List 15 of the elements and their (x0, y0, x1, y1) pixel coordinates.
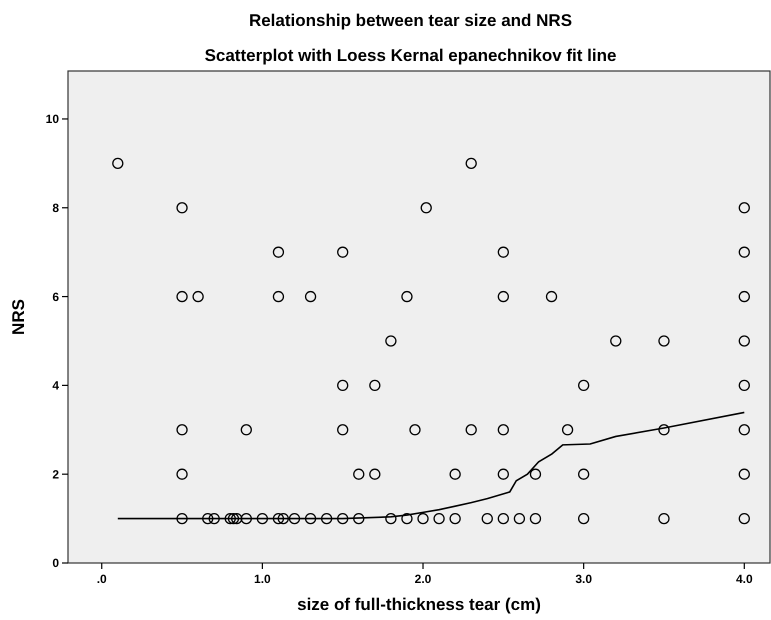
y-axis-title: NRS (9, 299, 28, 335)
y-tick-label: 2 (52, 467, 60, 482)
y-tick-label: 0 (52, 556, 60, 570)
y-tick-label: 4 (52, 378, 60, 393)
x-tick-label: 2.0 (414, 572, 432, 586)
x-tick-label: 1.0 (254, 572, 272, 586)
x-tick-label: 4.0 (736, 572, 753, 586)
chart-title: Relationship between tear size and NRS (248, 11, 572, 30)
y-tick-label: 8 (52, 200, 60, 215)
y-tick-label: 10 (46, 112, 60, 126)
x-tick-label: .0 (96, 572, 108, 586)
x-tick-label: 3.0 (575, 572, 592, 586)
x-axis-title: size of full-thickness tear (cm) (297, 595, 541, 614)
chart-subtitle: Scatterplot with Loess Kernal epanechnikov fit line (204, 46, 616, 65)
y-tick-label: 6 (52, 290, 60, 304)
